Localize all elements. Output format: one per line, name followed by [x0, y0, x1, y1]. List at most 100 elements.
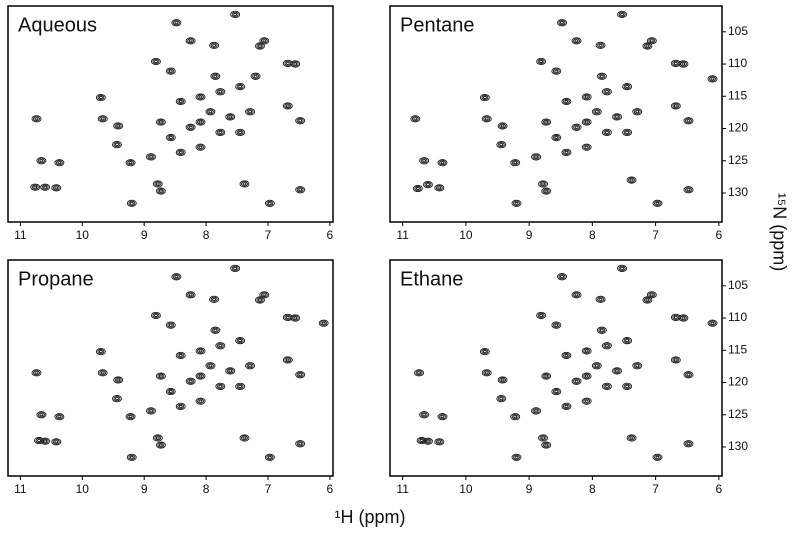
x-tick-label: 10	[76, 482, 90, 496]
contour	[195, 143, 206, 151]
contour	[152, 434, 163, 442]
contour	[115, 397, 119, 401]
contour	[188, 293, 193, 297]
contour	[154, 313, 158, 317]
contour	[615, 115, 619, 119]
contour	[155, 441, 166, 449]
contour	[584, 145, 589, 149]
contour	[246, 109, 254, 115]
contour	[285, 104, 290, 108]
contour	[210, 296, 218, 302]
contour	[285, 61, 290, 65]
contour	[574, 293, 579, 297]
peak	[646, 291, 657, 299]
contour	[128, 200, 136, 206]
contour	[632, 108, 643, 116]
contour	[146, 407, 156, 415]
contour	[420, 412, 428, 418]
contour	[41, 184, 49, 190]
contour	[571, 377, 582, 385]
contour	[213, 328, 218, 332]
contour	[618, 11, 626, 17]
contour	[233, 266, 238, 270]
contour	[99, 116, 107, 122]
contour	[591, 108, 602, 116]
contour	[97, 369, 108, 377]
x-tick-label: 6	[715, 482, 722, 496]
contour	[655, 455, 660, 459]
contour	[154, 59, 158, 63]
contour	[625, 384, 630, 388]
contour	[115, 143, 119, 147]
contour	[439, 414, 446, 420]
peak	[151, 311, 161, 320]
contour	[129, 201, 134, 205]
contour	[654, 200, 661, 206]
contour	[212, 297, 217, 301]
contour	[635, 110, 640, 114]
y-tick-label: 105	[728, 24, 748, 38]
contour	[679, 315, 687, 321]
contour	[31, 369, 42, 377]
contour	[709, 76, 716, 82]
peak	[165, 321, 176, 329]
x-tick-label: 11	[14, 482, 27, 496]
peak	[54, 159, 65, 167]
contour	[129, 455, 134, 459]
peak	[596, 326, 607, 334]
contour	[30, 183, 41, 191]
contour	[422, 413, 427, 417]
peak	[707, 319, 718, 327]
peak	[282, 356, 293, 364]
contour	[710, 77, 715, 81]
contour	[643, 43, 651, 49]
contour	[598, 43, 603, 47]
peak	[496, 141, 507, 149]
contour	[36, 411, 47, 419]
contour	[584, 374, 589, 378]
peak	[479, 347, 490, 356]
contour	[672, 103, 680, 109]
contour	[97, 95, 105, 101]
contour	[622, 82, 633, 91]
peak	[422, 437, 433, 445]
contour	[198, 120, 203, 124]
contour	[55, 160, 63, 166]
contour	[613, 368, 621, 374]
contour	[686, 119, 691, 123]
contour	[260, 292, 268, 298]
peak	[295, 117, 306, 125]
peak	[215, 382, 226, 390]
contour	[440, 415, 445, 419]
contour	[226, 114, 234, 120]
contour	[215, 128, 226, 136]
peak	[511, 199, 522, 207]
contour	[198, 399, 203, 403]
peak	[175, 97, 186, 106]
contour	[147, 154, 155, 160]
contour	[683, 117, 694, 125]
contour	[218, 384, 223, 388]
contour	[175, 402, 186, 410]
contour	[562, 98, 570, 104]
contour	[285, 315, 290, 319]
y-tick-label: 130	[728, 185, 748, 199]
contour	[573, 38, 581, 44]
contour	[531, 407, 542, 415]
contour	[242, 436, 247, 440]
peak	[617, 264, 628, 272]
contour	[195, 118, 206, 126]
contour	[584, 399, 589, 403]
contour	[114, 377, 122, 383]
peak	[601, 382, 612, 390]
contour	[97, 349, 105, 355]
contour	[236, 129, 244, 135]
contour	[537, 312, 545, 319]
contour	[496, 141, 507, 149]
contour	[98, 350, 103, 354]
contour	[499, 143, 504, 147]
peak	[295, 186, 306, 194]
contour	[216, 89, 224, 95]
contour	[552, 134, 560, 141]
contour	[513, 200, 520, 206]
